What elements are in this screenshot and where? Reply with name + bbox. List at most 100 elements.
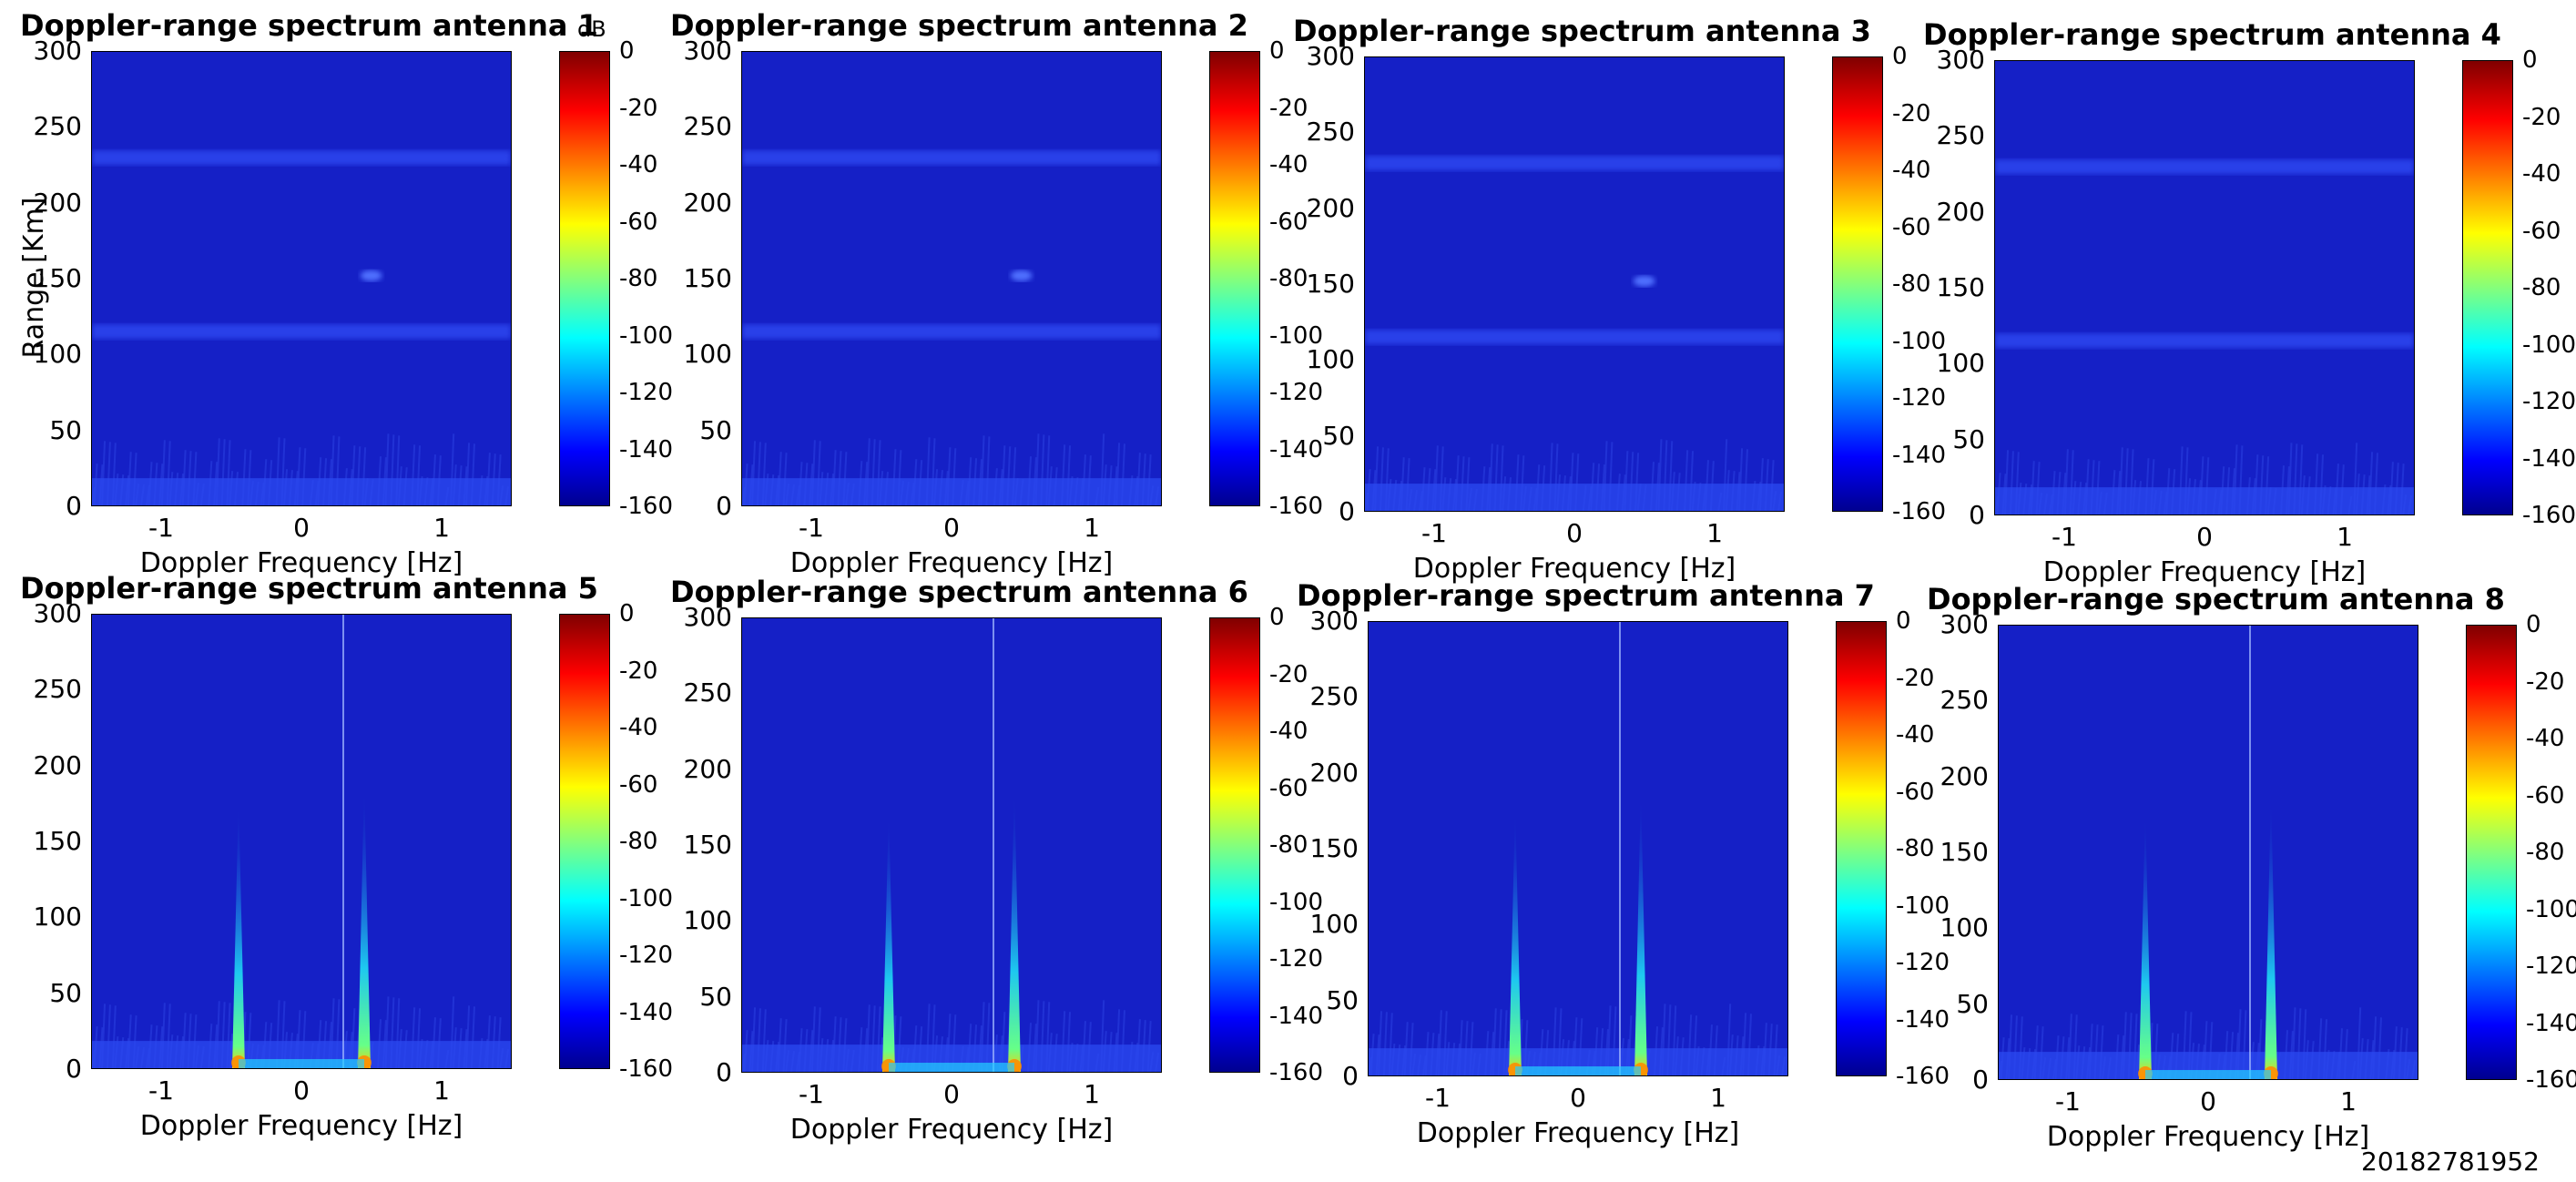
chart-title: Doppler-range spectrum antenna 3 <box>1293 14 1871 48</box>
colorbar-tick-label: -40 <box>1892 157 1931 184</box>
colorbar-tick-label: -140 <box>619 998 674 1026</box>
x-axis-label: Doppler Frequency [Hz] <box>1416 1117 1740 1149</box>
chart-title: Doppler-range spectrum antenna 8 <box>1927 582 2505 616</box>
colorbar-tick-label: -20 <box>1892 99 1931 127</box>
chart-panel-7: Doppler-range spectrum antenna 7 0 50 100 15… <box>1297 578 1950 1149</box>
range-band <box>742 150 1161 166</box>
colorbar-tick-label: -80 <box>619 828 658 855</box>
colorbar <box>1209 617 1260 1073</box>
y-tick-label: 300 <box>1936 45 1985 75</box>
chart-title: Doppler-range spectrum antenna 6 <box>670 575 1248 609</box>
range-band <box>1365 330 1784 345</box>
heatmap-canvas <box>742 618 1161 1072</box>
y-tick-label: 250 <box>33 674 82 705</box>
x-tick-label: -1 <box>799 513 824 543</box>
chart-panel-6: Doppler-range spectrum antenna 6 0 50 100 15… <box>670 575 1323 1146</box>
colorbar-tick-label: -20 <box>619 94 658 122</box>
baseline-energy <box>2145 1070 2271 1079</box>
chart-panel-1: Doppler-range spectrum antenna 1 0 50 100 15… <box>18 9 673 579</box>
y-axis-label: Range [Km] <box>18 197 50 359</box>
y-tick-label: 200 <box>1936 196 1985 227</box>
colorbar-tick-label: -120 <box>1892 384 1947 412</box>
x-tick-label: -1 <box>2052 522 2077 552</box>
colorbar-tick-label: -160 <box>2522 502 2576 529</box>
x-tick-label: 0 <box>2196 522 2213 552</box>
x-axis-label: Doppler Frequency [Hz] <box>789 1114 1114 1146</box>
colorbar-tick-label: -20 <box>619 657 658 685</box>
colorbar-tick-label: -40 <box>1269 718 1308 745</box>
colorbar <box>2462 60 2513 515</box>
heatmap-canvas <box>92 150 511 505</box>
colorbar-tick-label: -40 <box>619 151 658 178</box>
y-tick-label: 0 <box>1339 496 1355 526</box>
bragg-peak <box>1634 788 1647 1075</box>
colorbar <box>1209 51 1260 506</box>
y-tick-label: 50 <box>1322 420 1355 451</box>
x-tick-label: 1 <box>1710 1083 1726 1113</box>
colorbar-tick-label: 0 <box>1896 607 1911 635</box>
x-tick-label: -1 <box>1425 1083 1451 1113</box>
y-tick-label: 100 <box>1936 348 1985 379</box>
heatmap-canvas <box>1365 156 1784 511</box>
y-tick-label: 50 <box>699 414 732 445</box>
y-tick-label: 300 <box>1306 41 1355 71</box>
chart-title: Doppler-range spectrum antenna 7 <box>1297 578 1875 613</box>
y-tick-label: 250 <box>683 678 732 708</box>
range-band <box>1995 159 2414 175</box>
clutter-band <box>1995 487 2414 515</box>
x-tick-label: 0 <box>2200 1086 2216 1116</box>
range-band <box>1995 333 2414 349</box>
chart-title: Doppler-range spectrum antenna 2 <box>670 8 1248 43</box>
heatmap-canvas <box>1369 622 1787 1075</box>
y-tick-label: 200 <box>33 749 82 780</box>
baseline-energy <box>889 1063 1014 1072</box>
echo-spot <box>1010 270 1033 281</box>
heatmap-canvas <box>1995 159 2414 515</box>
y-tick-label: 100 <box>33 339 82 370</box>
colorbar-tick-label: -20 <box>1269 94 1308 122</box>
y-tick-label: 300 <box>1940 609 1989 639</box>
x-tick-label: 1 <box>2337 522 2353 552</box>
colorbar-tick-label: -120 <box>619 942 674 969</box>
bragg-peak <box>2139 807 2152 1079</box>
echo-spot <box>1633 275 1655 287</box>
colorbar-tick-label: -80 <box>619 265 658 292</box>
colorbar-tick-label: -20 <box>1269 660 1308 688</box>
y-tick-label: 150 <box>1936 272 1985 302</box>
heatmap-plot <box>1368 621 1788 1076</box>
chart-panel-3: Doppler-range spectrum antenna 3 0 50 100 15… <box>1293 14 1946 585</box>
colorbar-tick-label: -40 <box>1269 151 1308 178</box>
y-tick-label: 50 <box>1952 423 1985 454</box>
y-tick-label: 0 <box>66 1054 82 1084</box>
colorbar-tick-label: -60 <box>1269 208 1308 236</box>
x-tick-label: -1 <box>148 513 174 543</box>
colorbar-tick-label: -120 <box>2526 953 2576 980</box>
colorbar-tick-label: -120 <box>1269 379 1324 406</box>
x-tick-label: 0 <box>943 1079 960 1109</box>
x-tick-label: -1 <box>148 1075 174 1106</box>
x-tick-label: 1 <box>2340 1086 2357 1116</box>
x-tick-label: 1 <box>1084 513 1100 543</box>
chart-title: Doppler-range spectrum antenna 4 <box>1923 17 2501 52</box>
y-tick-label: 100 <box>683 905 732 936</box>
colorbar-tick-label: -80 <box>2522 274 2561 301</box>
y-tick-label: 100 <box>33 902 82 932</box>
colorbar-tick-label: -160 <box>619 1055 674 1083</box>
heatmap-plot <box>1998 625 2418 1080</box>
chart-panel-5: Doppler-range spectrum antenna 5 0 50 100 15… <box>20 572 673 1142</box>
colorbar-tick-label: -100 <box>2526 895 2576 923</box>
bragg-peak <box>2265 791 2277 1079</box>
colorbar-tick-label: -140 <box>2526 1009 2576 1037</box>
x-tick-label: 0 <box>1566 518 1583 548</box>
y-tick-label: 300 <box>1309 606 1359 636</box>
colorbar-tick-label: -20 <box>2526 667 2565 696</box>
colorbar-tick-label: -160 <box>1269 493 1324 520</box>
y-tick-label: 300 <box>683 602 732 632</box>
colorbar-tick-label: -100 <box>619 321 674 350</box>
x-tick-label: 1 <box>1706 518 1723 548</box>
y-tick-label: 300 <box>33 598 82 628</box>
y-tick-label: 100 <box>1306 344 1355 375</box>
colorbar-tick-label: -160 <box>1269 1059 1324 1086</box>
y-tick-label: 150 <box>1306 269 1355 299</box>
